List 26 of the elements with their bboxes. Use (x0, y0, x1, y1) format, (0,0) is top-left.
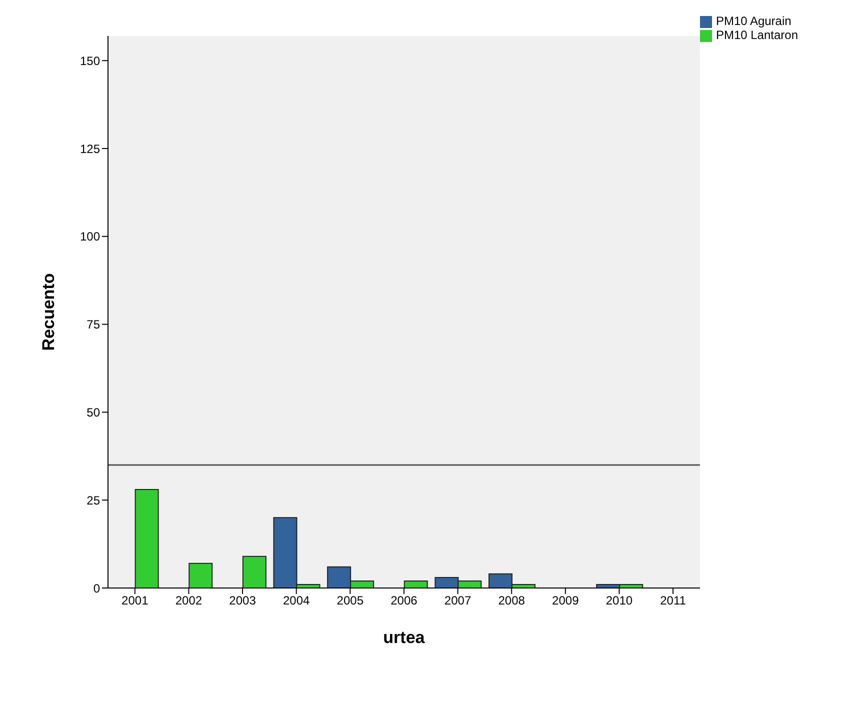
y-tick-label: 25 (86, 493, 100, 508)
bar (188, 562, 213, 588)
bar (404, 580, 428, 588)
y-tick-label: 100 (80, 230, 100, 244)
y-tick-label: 150 (80, 54, 100, 68)
bar (134, 489, 159, 588)
x-tick-label: 2011 (660, 594, 686, 608)
x-tick-label: 2008 (498, 594, 526, 608)
y-tick-label: 0 (93, 581, 100, 596)
y-tick-label: 75 (86, 318, 100, 332)
x-tick-label: 2001 (122, 594, 149, 608)
x-tick-label: 2004 (282, 594, 310, 608)
y-tick-label: 125 (80, 142, 100, 156)
bar (242, 556, 266, 588)
x-tick-label: 2006 (390, 594, 418, 608)
x-tick-label: 2003 (229, 594, 256, 608)
legend-label: PM10 Agurain (716, 14, 792, 28)
x-tick-label: 2007 (444, 594, 472, 608)
x-tick-label: 2009 (552, 594, 580, 608)
x-tick-label: 2005 (336, 594, 364, 608)
x-axis-title: urtea (383, 628, 426, 647)
x-tick-label: 2010 (606, 594, 633, 608)
y-axis-title: Recuento (39, 273, 58, 351)
x-tick-label: 2002 (175, 594, 202, 608)
legend-label: PM10 Lantaron (716, 28, 798, 42)
y-tick-label: 50 (86, 405, 100, 420)
